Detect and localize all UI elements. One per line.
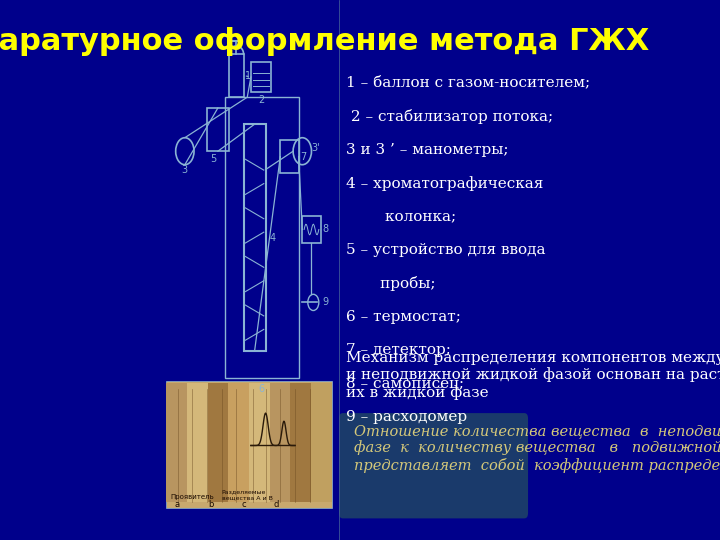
Bar: [270, 383, 290, 502]
Text: 1 – баллон с газом-носителем;: 1 – баллон с газом-носителем;: [346, 76, 590, 90]
Text: 5: 5: [210, 154, 217, 164]
Bar: [229, 54, 243, 97]
Text: a: a: [175, 500, 180, 509]
Text: 6 – термостат;: 6 – термостат;: [346, 310, 462, 324]
Text: 3': 3': [312, 143, 320, 153]
Bar: [208, 383, 228, 502]
Bar: [166, 381, 332, 508]
Text: 4 – хроматографическая: 4 – хроматографическая: [346, 176, 544, 191]
Text: 7: 7: [300, 152, 307, 161]
Bar: [290, 383, 311, 502]
Text: 3: 3: [181, 165, 187, 175]
Text: 5 – устройство для ввода: 5 – устройство для ввода: [346, 243, 546, 257]
Text: пробы;: пробы;: [346, 276, 436, 292]
Bar: [225, 97, 299, 378]
Bar: [311, 383, 332, 502]
Text: d: d: [274, 500, 279, 509]
Bar: [207, 108, 229, 151]
Text: Отношение количества вещества  в  неподвижной
фазе  к  количеству вещества   в  : Отношение количества вещества в неподвиж…: [354, 424, 720, 472]
Text: Аппаратурное оформление метода ГЖХ: Аппаратурное оформление метода ГЖХ: [0, 27, 649, 56]
Text: Проявитель: Проявитель: [170, 495, 214, 501]
Text: 2: 2: [258, 94, 264, 105]
Text: Разделяемые
вещества А и В: Разделяемые вещества А и В: [222, 490, 272, 501]
Text: 6: 6: [259, 383, 265, 394]
Text: 4: 4: [269, 233, 275, 242]
Text: 9: 9: [323, 298, 328, 307]
Bar: [187, 383, 208, 502]
Bar: [243, 124, 266, 351]
Text: Механизм распределения компонентов между носителем
и неподвижной жидкой фазой ос: Механизм распределения компонентов между…: [346, 351, 720, 400]
Text: 8 – самописец;: 8 – самописец;: [346, 377, 464, 391]
Text: c: c: [241, 500, 246, 509]
Text: 7 – детектор;: 7 – детектор;: [346, 343, 451, 357]
Text: 3 и 3 ’ – манометры;: 3 и 3 ’ – манометры;: [346, 143, 509, 157]
Bar: [249, 383, 270, 502]
Text: b: b: [208, 500, 213, 509]
Text: 1: 1: [246, 71, 251, 80]
Bar: [166, 383, 187, 502]
Bar: [302, 216, 320, 243]
Text: колонка;: колонка;: [346, 210, 456, 224]
Bar: [251, 62, 271, 92]
Text: 9 – расходомер: 9 – расходомер: [346, 410, 467, 424]
Bar: [280, 140, 299, 173]
Bar: [228, 383, 249, 502]
Text: 8: 8: [323, 225, 328, 234]
FancyBboxPatch shape: [339, 413, 528, 518]
Text: 2 – стабилизатор потока;: 2 – стабилизатор потока;: [346, 109, 554, 124]
